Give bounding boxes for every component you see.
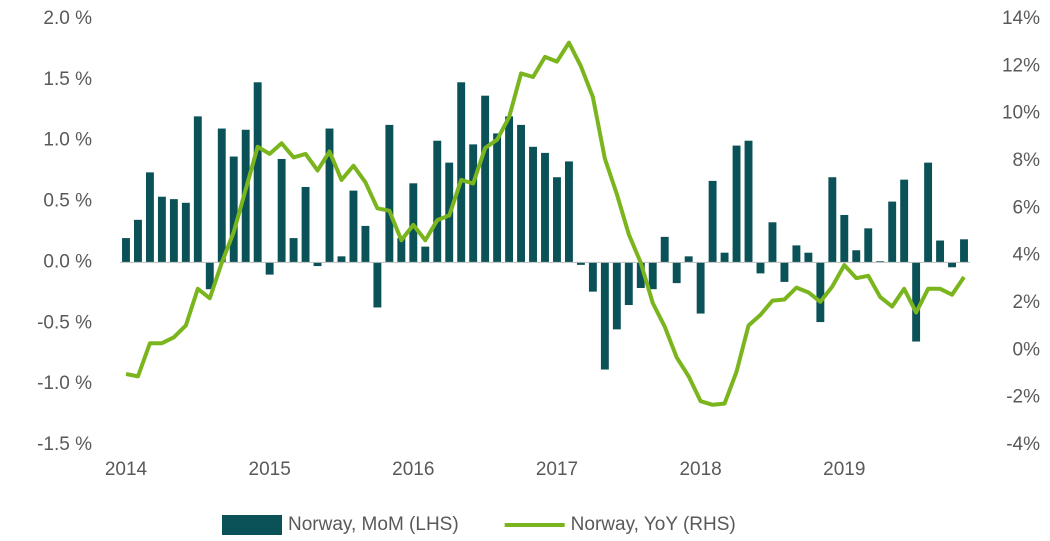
bar bbox=[301, 186, 310, 263]
bar bbox=[888, 201, 897, 263]
y-tick-label: -1.0 % bbox=[37, 373, 92, 394]
bar bbox=[193, 116, 202, 263]
bar bbox=[325, 128, 334, 263]
bar bbox=[421, 246, 430, 263]
x-tick-label: 2016 bbox=[392, 459, 434, 480]
bar bbox=[780, 262, 789, 282]
bar bbox=[660, 236, 669, 263]
bar bbox=[636, 262, 645, 288]
y2-tick-label: 14% bbox=[1002, 8, 1040, 29]
y-tick-label: 1.0 % bbox=[43, 130, 92, 151]
bar bbox=[672, 262, 681, 284]
bar bbox=[756, 262, 765, 274]
y2-tick-label: 8% bbox=[1013, 150, 1041, 171]
bar bbox=[265, 262, 274, 275]
bar bbox=[553, 177, 561, 263]
bar bbox=[277, 158, 286, 263]
y-tick-label: -0.5 % bbox=[37, 312, 92, 333]
bar bbox=[433, 140, 442, 263]
bar bbox=[361, 225, 370, 263]
bar bbox=[337, 256, 346, 263]
bar bbox=[840, 214, 849, 263]
bar bbox=[912, 262, 921, 342]
legend-label: Norway, MoM (LHS) bbox=[288, 514, 459, 535]
bar bbox=[864, 228, 873, 263]
legend-label: Norway, YoY (RHS) bbox=[571, 514, 736, 535]
bar bbox=[792, 245, 801, 263]
bar bbox=[876, 261, 885, 263]
bar bbox=[529, 146, 537, 263]
bar bbox=[181, 202, 190, 263]
bar bbox=[684, 256, 693, 263]
bar bbox=[205, 262, 214, 290]
bar bbox=[145, 172, 154, 263]
bar bbox=[169, 199, 178, 263]
y2-tick-label: -4% bbox=[1006, 434, 1040, 455]
bar bbox=[517, 124, 526, 263]
bar bbox=[900, 179, 909, 263]
bar bbox=[385, 124, 394, 263]
bar bbox=[768, 222, 777, 263]
y2-tick-label: 6% bbox=[1013, 197, 1041, 218]
bar bbox=[624, 262, 633, 306]
bar bbox=[481, 95, 490, 263]
bar bbox=[744, 140, 753, 263]
y-tick-label: 2.0 % bbox=[43, 8, 92, 29]
bar bbox=[696, 262, 705, 314]
bar bbox=[134, 219, 142, 263]
x-tick-label: 2017 bbox=[536, 459, 578, 480]
bar bbox=[732, 145, 741, 263]
bar bbox=[852, 250, 861, 263]
x-tick-label: 2018 bbox=[679, 459, 721, 480]
y-tick-label: 0.5 % bbox=[43, 191, 92, 212]
bar bbox=[612, 262, 621, 330]
bar bbox=[564, 161, 573, 263]
bar bbox=[828, 177, 837, 263]
bar bbox=[541, 152, 549, 263]
bar bbox=[936, 240, 945, 263]
bar bbox=[505, 116, 514, 263]
bar bbox=[217, 128, 226, 263]
bar bbox=[313, 262, 322, 267]
x-tick-label: 2019 bbox=[823, 459, 865, 480]
bar bbox=[457, 82, 466, 263]
bar bbox=[600, 262, 609, 370]
y2-tick-label: 0% bbox=[1013, 339, 1041, 360]
y2-tick-label: 2% bbox=[1013, 292, 1041, 313]
x-tick-label: 2014 bbox=[105, 459, 148, 480]
y2-tick-label: 12% bbox=[1002, 55, 1040, 76]
bar bbox=[409, 183, 418, 263]
y2-tick-label: 4% bbox=[1013, 245, 1041, 266]
bar bbox=[289, 238, 298, 263]
y-tick-label: 0.0 % bbox=[43, 251, 92, 272]
bar bbox=[373, 262, 382, 308]
bar bbox=[397, 238, 406, 263]
bar bbox=[960, 239, 968, 263]
bar bbox=[157, 196, 166, 263]
line bbox=[125, 40, 966, 407]
bar bbox=[469, 144, 478, 263]
y2-tick-label: 10% bbox=[1002, 103, 1040, 124]
bar bbox=[493, 133, 502, 263]
bar bbox=[349, 190, 358, 263]
bar bbox=[816, 262, 825, 323]
bar bbox=[924, 162, 933, 263]
y2-tick-label: -2% bbox=[1006, 387, 1040, 408]
bar bbox=[804, 252, 813, 263]
bar bbox=[588, 262, 597, 292]
bar bbox=[948, 262, 956, 268]
legend-swatch bbox=[222, 515, 282, 535]
bar bbox=[122, 238, 130, 263]
bar bbox=[720, 252, 729, 263]
bar bbox=[576, 262, 585, 265]
bar bbox=[229, 156, 238, 263]
bar bbox=[708, 180, 717, 263]
bar bbox=[648, 262, 657, 290]
y-tick-label: -1.5 % bbox=[37, 434, 92, 455]
bar bbox=[253, 82, 262, 263]
x-tick-label: 2015 bbox=[249, 459, 291, 480]
y-tick-label: 1.5 % bbox=[43, 69, 92, 90]
